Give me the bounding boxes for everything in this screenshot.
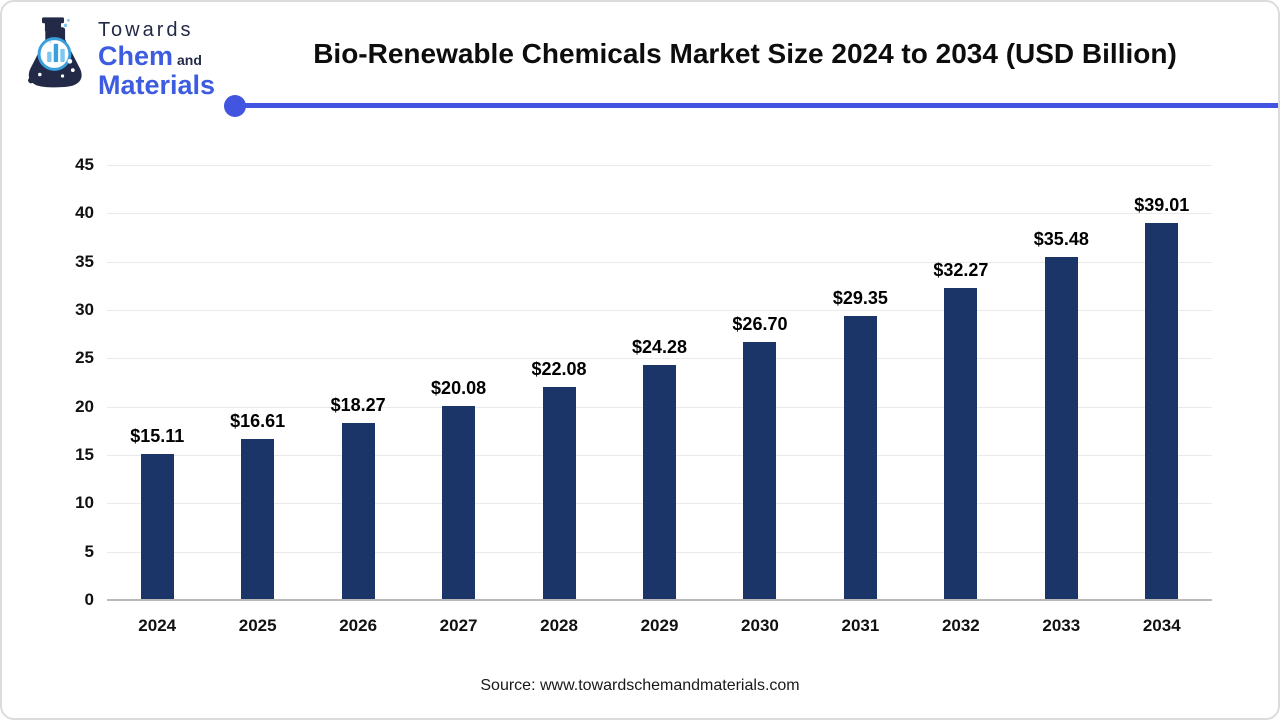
- y-tick-label: 30: [75, 300, 94, 319]
- x-tick-label-2034: 2034: [1142, 616, 1181, 635]
- value-label-2027: $20.08: [431, 377, 487, 398]
- gridline: [107, 165, 1212, 166]
- bar-2034: [1145, 222, 1179, 600]
- bar-2027: [442, 405, 476, 600]
- value-label-2028: $22.08: [531, 358, 587, 379]
- y-tick-label: 40: [75, 203, 94, 223]
- bar-2032: [944, 288, 978, 600]
- logo-word-chem: Chem: [98, 41, 174, 71]
- x-axis: 2024 2025 2026 2027 2028 2029 2030 2031 2032 2033…: [107, 602, 1212, 642]
- gridline: [107, 213, 1212, 215]
- x-tick-label-2027: 2027: [439, 616, 478, 635]
- flask-logo-icon: [28, 17, 82, 88]
- x-tick-label-2026: 2026: [339, 616, 378, 635]
- gridline: [107, 261, 1212, 263]
- value-label-2033: $35.48: [1033, 229, 1089, 250]
- x-tick-label-2029: 2029: [640, 616, 679, 635]
- y-tick-label: 15: [75, 445, 94, 464]
- value-label-2025: $16.61: [230, 411, 286, 432]
- logo-word-chem-and: Chem and: [98, 43, 215, 70]
- y-tick-label: 5: [84, 541, 94, 561]
- gridline: [107, 310, 1212, 311]
- bar-2028: [542, 386, 576, 600]
- divider-dot: [224, 95, 246, 117]
- gridline: [107, 358, 1212, 360]
- logo-word-towards: Towards: [98, 19, 194, 41]
- bar-2033: [1044, 257, 1078, 600]
- value-label-2024: $15.11: [130, 425, 185, 446]
- y-axis: 0 5 10 15 20 25 30 35 40 45: [22, 155, 94, 609]
- brand-logo: Towards Chem and Materials: [20, 12, 250, 107]
- y-tick-label: 10: [75, 493, 94, 513]
- x-tick-label-2031: 2031: [841, 616, 880, 635]
- x-tick-label-2025: 2025: [238, 616, 277, 635]
- title-divider: [224, 95, 1278, 117]
- x-tick-label-2032: 2032: [941, 616, 980, 635]
- logo-word-and: and: [177, 52, 202, 68]
- x-tick-label-2033: 2033: [1042, 616, 1081, 635]
- bar-2031: [843, 316, 877, 600]
- value-label-2029: $24.28: [631, 337, 688, 358]
- value-label-2026: $18.27: [330, 395, 386, 416]
- source-caption: Source: www.towardschemandmaterials.com: [480, 677, 800, 694]
- bar-2024: [140, 453, 174, 600]
- y-tick-label: 45: [75, 155, 94, 174]
- y-tick-label: 20: [75, 396, 94, 416]
- x-axis-line: [107, 599, 1212, 601]
- y-tick-label: 0: [84, 590, 94, 609]
- bar-2026: [341, 423, 375, 600]
- x-tick-label-2028: 2028: [540, 616, 578, 635]
- plot-area: $15.11 $16.61 $18.27 $20.08 $22.08 $24.28 $26.…: [107, 165, 1212, 601]
- value-label-2030: $26.70: [732, 313, 788, 334]
- chart-title: Bio-Renewable Chemicals Market Size 2024…: [313, 38, 1177, 69]
- x-tick-label-2024: 2024: [138, 616, 177, 635]
- value-label-2034: $39.01: [1134, 194, 1190, 215]
- bar-2029: [643, 365, 676, 600]
- y-tick-label: 35: [75, 251, 94, 271]
- value-label-2032: $32.27: [933, 260, 989, 281]
- value-label-2031: $29.35: [832, 288, 888, 309]
- x-tick-label-2030: 2030: [741, 616, 779, 635]
- bar-2030: [743, 341, 777, 600]
- logo-word-materials: Materials: [98, 70, 216, 100]
- bar-2025: [241, 439, 275, 600]
- brand-logo-text: Towards Chem and Materials: [98, 20, 215, 99]
- y-tick-label: 25: [75, 348, 94, 368]
